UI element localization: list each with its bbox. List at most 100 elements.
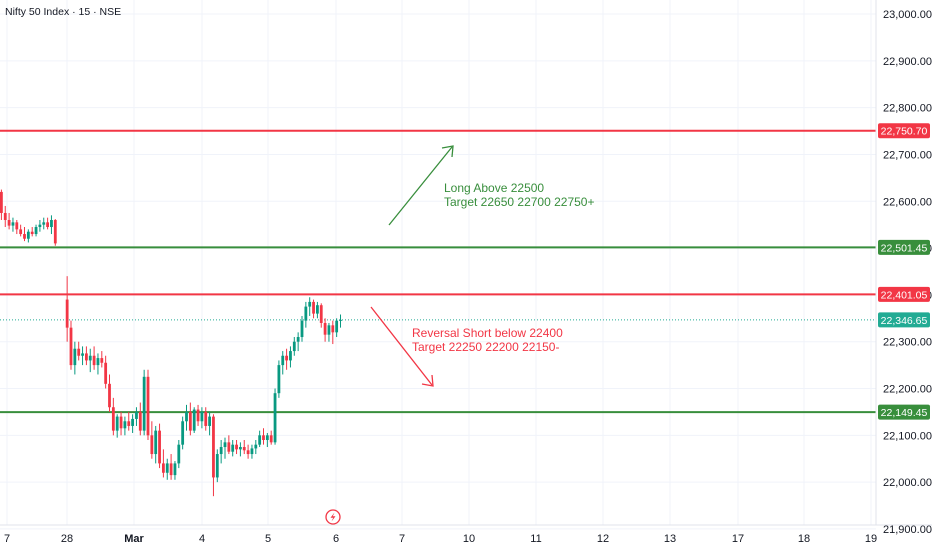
- candle: [319, 303, 323, 328]
- y-tick-label: 22,600.00: [883, 196, 932, 208]
- level-price-label: 22,401.05: [881, 289, 928, 301]
- y-tick-label: 22,200.00: [883, 384, 932, 396]
- level-lines: [0, 129, 876, 414]
- candle: [7, 212, 11, 230]
- candle: [123, 416, 127, 436]
- level-price-badge: [878, 286, 930, 302]
- x-tick-label: 6: [333, 533, 339, 545]
- candle: [235, 440, 238, 455]
- candle: [331, 320, 335, 345]
- candle: [158, 423, 161, 469]
- candle: [277, 360, 281, 398]
- flash-icon[interactable]: [325, 509, 341, 525]
- x-tick-label: 19: [865, 533, 877, 545]
- level-price-label: 22,750.70: [881, 126, 928, 138]
- gridlines: [0, 0, 876, 530]
- candle: [150, 421, 154, 459]
- candle: [316, 301, 319, 319]
- candle: [285, 348, 288, 370]
- candle: [50, 215, 53, 235]
- candle: [42, 217, 46, 230]
- candle: [169, 454, 173, 480]
- candle: [15, 220, 19, 235]
- short-annotation-text: Target 22250 22200 22150-: [412, 340, 559, 354]
- candle: [200, 407, 204, 429]
- candle: [308, 297, 312, 316]
- x-tick-label: Mar: [124, 533, 144, 545]
- candle: [23, 227, 26, 242]
- x-tick-label: 13: [664, 533, 676, 545]
- candle: [212, 414, 215, 497]
- candle: [188, 402, 192, 436]
- candle: [81, 346, 84, 366]
- candle: [219, 440, 223, 464]
- candle: [250, 444, 254, 459]
- long-arrow-head: [441, 145, 454, 158]
- x-tick-label: 12: [597, 533, 609, 545]
- candle: [289, 346, 292, 368]
- candle: [108, 374, 111, 412]
- candle: [265, 432, 269, 448]
- last-price-badge: [878, 312, 930, 328]
- x-tick-label: 18: [798, 533, 810, 545]
- level-price-badge: [878, 123, 930, 139]
- long-arrow: [388, 146, 453, 226]
- candle: [131, 414, 134, 433]
- level-price-label: 22,501.45: [881, 242, 928, 254]
- candle: [177, 440, 181, 469]
- candle: [100, 351, 104, 368]
- candle: [215, 449, 219, 483]
- y-tick-label: 22,700.00: [883, 149, 932, 161]
- candle: [258, 430, 262, 448]
- candle: [142, 369, 146, 436]
- candle: [46, 217, 49, 230]
- candle: [88, 348, 92, 373]
- x-tick-label: 4: [199, 533, 205, 545]
- candle: [154, 425, 158, 464]
- candle: [26, 229, 30, 243]
- x-tick-label: 10: [463, 533, 475, 545]
- candle: [127, 411, 131, 431]
- candle: [173, 461, 177, 480]
- x-tick-label: 17: [732, 533, 744, 545]
- x-tick-label: 7: [4, 533, 10, 545]
- candle: [146, 369, 150, 440]
- candle: [34, 224, 38, 237]
- long-annotation-text: Target 22650 22700 22750+: [444, 195, 594, 209]
- candle: [327, 322, 331, 342]
- candle: [281, 351, 285, 375]
- candle: [30, 227, 34, 237]
- candle: [96, 353, 100, 375]
- candle: [92, 346, 96, 370]
- candle: [339, 314, 342, 328]
- candle: [254, 440, 258, 455]
- candle: [3, 205, 7, 228]
- short-arrow: [370, 306, 433, 386]
- candle: [0, 189, 3, 220]
- chart-title: Nifty 50 Index · 15 · NSE: [5, 6, 121, 18]
- y-tick-label: 22,900.00: [883, 56, 932, 68]
- candle: [165, 458, 169, 480]
- y-tick-label: 22,000.00: [883, 477, 932, 489]
- long-annotation-text: Long Above 22500: [444, 181, 544, 195]
- candle: [73, 341, 77, 375]
- candle: [323, 318, 327, 342]
- candle: [312, 299, 315, 319]
- level-price-badge: [878, 239, 930, 255]
- price-axis[interactable]: 23,000.00 22,900.00 22,800.00 22,700.00 22,6…: [883, 9, 932, 536]
- candle: [292, 337, 296, 356]
- time-axis[interactable]: 7 28 Mar 4 5 6 7 10 11 12 13 17 18 19: [4, 533, 877, 545]
- candle: [208, 411, 211, 436]
- candle: [231, 440, 235, 457]
- candle: [19, 224, 23, 237]
- candle: [135, 407, 138, 426]
- last-price-label: 22,346.65: [881, 315, 928, 327]
- x-tick-label: 28: [61, 533, 73, 545]
- y-tick-label: 23,000.00: [883, 9, 932, 21]
- candle: [119, 411, 123, 436]
- candle: [162, 449, 165, 478]
- x-tick-label: 7: [399, 533, 405, 545]
- candle: [104, 355, 108, 389]
